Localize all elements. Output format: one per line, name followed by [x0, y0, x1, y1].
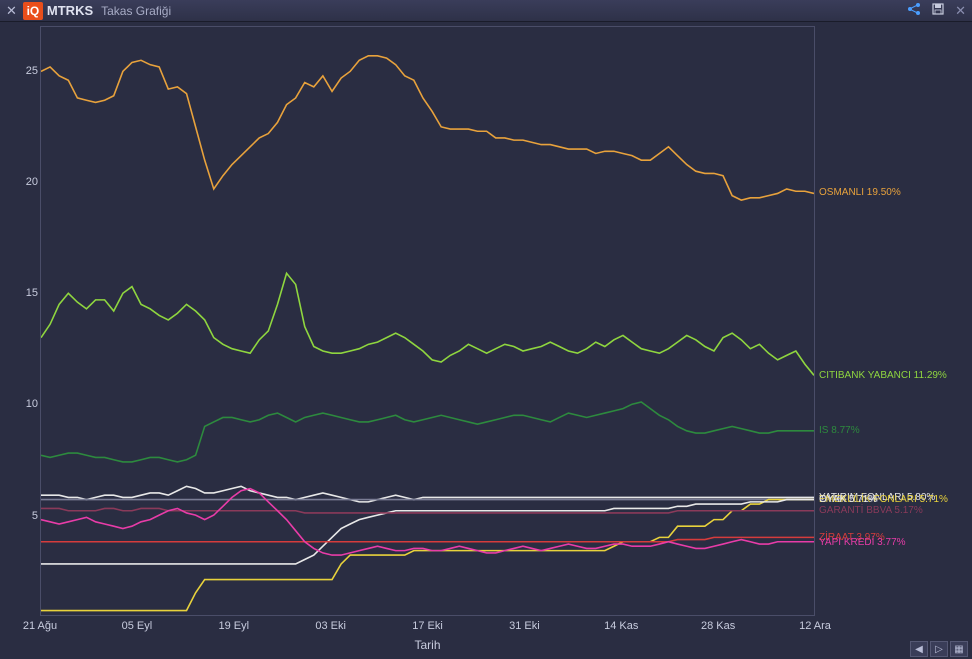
x-tick: 05 Eyl	[122, 620, 153, 632]
titlebar: ✕ iQ MTRKS Takas Grafiği ✕	[0, 0, 972, 22]
x-tick: 14 Kas	[604, 620, 638, 632]
x-axis: 21 Ağu05 Eyl19 Eyl03 Eki17 Eki31 Eki14 K…	[40, 620, 815, 638]
y-tick: 10	[26, 398, 38, 410]
prev-button[interactable]: ◀	[910, 641, 928, 657]
app-logo: iQ	[23, 2, 43, 20]
bottom-toolbar: ◀ ▷ ▦	[910, 641, 968, 657]
series-line-yapi_kredi	[41, 489, 814, 556]
x-tick: 21 Ağu	[23, 620, 57, 632]
series-line-osmanli	[41, 56, 814, 200]
series-label-yapi_kredi: YAPI KREDİ 3.77%	[819, 537, 906, 548]
play-button[interactable]: ▷	[930, 641, 948, 657]
x-tick: 31 Eki	[509, 620, 540, 632]
ticker-symbol: MTRKS	[47, 3, 93, 18]
x-tick: 12 Ara	[799, 620, 831, 632]
save-icon[interactable]	[929, 2, 947, 19]
line-chart	[41, 27, 814, 615]
series-line-citibank	[41, 273, 814, 375]
series-label-oyak: OYAK 5.71%	[819, 494, 877, 505]
series-label-osmanli: OSMANLI 19.50%	[819, 187, 901, 198]
x-tick: 28 Kas	[701, 620, 735, 632]
y-axis: 5 10 15 20 25	[6, 22, 40, 612]
series-line-is	[41, 402, 814, 462]
share-icon[interactable]	[905, 2, 923, 19]
x-tick: 03 Eki	[315, 620, 346, 632]
y-tick: 5	[32, 510, 38, 522]
series-label-citibank: CITIBANK YABANCI 11.29%	[819, 370, 947, 381]
y-axis-label: Takas Yüzdesi %	[0, 236, 1, 327]
chart-plot-area	[40, 26, 815, 616]
y-tick: 25	[26, 65, 38, 77]
y-tick: 15	[26, 287, 38, 299]
series-label-is: IS 8.77%	[819, 425, 860, 436]
series-label-garanti: GARANTİ BBVA 5.17%	[819, 505, 923, 516]
close-icon[interactable]: ✕	[4, 3, 19, 19]
y-tick: 20	[26, 176, 38, 188]
x-tick: 19 Eyl	[218, 620, 249, 632]
grid-button[interactable]: ▦	[950, 641, 968, 657]
series-line-ziraat	[41, 537, 814, 541]
x-tick: 17 Eki	[412, 620, 443, 632]
x-axis-label: Tarih	[414, 638, 440, 652]
window-title: Takas Grafiği	[101, 4, 899, 18]
window-close-icon[interactable]: ✕	[953, 3, 968, 19]
